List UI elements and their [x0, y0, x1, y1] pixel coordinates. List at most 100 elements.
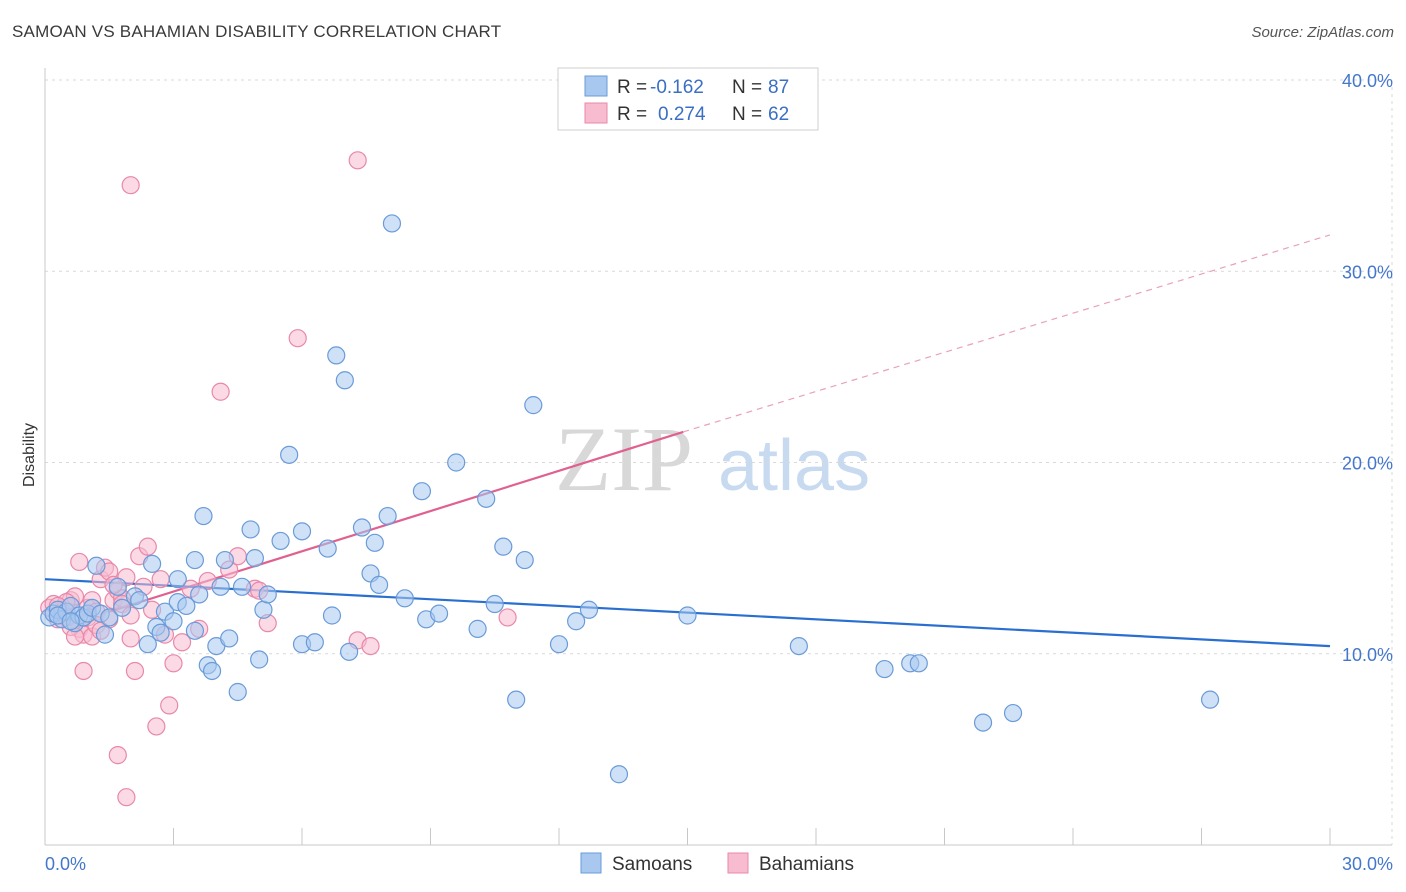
bahamians-point: [117, 788, 136, 807]
watermark-atlas: atlas: [718, 426, 870, 506]
samoans-point: [789, 636, 808, 656]
source-label: Source: ZipAtlas.com: [1251, 24, 1394, 41]
samoans-point: [327, 346, 346, 365]
samoans-point: [378, 506, 397, 526]
samoans-point: [168, 570, 187, 589]
legend-r-value-1: 0.274: [658, 104, 706, 125]
y-tick-label: 40.0%: [1342, 71, 1393, 91]
tick-labels: 10.0% 20.0% 30.0% 40.0% 0.0% 30.0%: [45, 71, 1393, 874]
samoans-point: [202, 661, 222, 681]
samoans-point: [164, 612, 183, 631]
samoans-point: [494, 537, 513, 556]
samoans-point: [875, 659, 894, 679]
samoans-point: [190, 585, 209, 604]
samoans-point: [524, 396, 543, 415]
bahamians-point: [164, 654, 183, 673]
legend-swatch-samoans: [584, 75, 608, 97]
legend-r-label-0: R =: [617, 77, 647, 98]
samoans-point: [271, 531, 290, 551]
samoans-point: [177, 596, 196, 616]
samoans-point: [468, 619, 487, 638]
samoans-point: [112, 598, 132, 617]
samoans-point: [447, 453, 466, 472]
y-tick-label: 30.0%: [1342, 262, 1393, 282]
legend-n-value-1: 62: [768, 104, 789, 125]
samoans-point: [130, 591, 149, 610]
samoans-point: [485, 594, 504, 614]
samoans-point: [142, 554, 162, 573]
samoans-point: [579, 600, 599, 619]
bahamians-point: [74, 661, 93, 681]
samoans-point: [250, 650, 269, 669]
bottom-legend-swatch-bahamians: [727, 852, 749, 874]
samoans-point: [352, 518, 372, 537]
legend-n-label-1: N =: [732, 104, 762, 125]
samoans-point: [280, 445, 299, 464]
samoans-point: [185, 550, 205, 570]
bahamians-point: [160, 696, 179, 715]
bahamians-point: [211, 382, 230, 401]
samoans-point: [241, 520, 260, 539]
samoans-point: [549, 635, 569, 654]
samoans-point: [909, 654, 928, 673]
bahamians-trend-extension: [683, 234, 1331, 433]
samoans-points: [40, 214, 1220, 784]
samoans-point: [215, 550, 234, 570]
legend-n-label-0: N =: [732, 77, 762, 98]
samoans-point: [100, 608, 119, 627]
bahamians-point: [138, 537, 157, 556]
samoans-point: [382, 214, 402, 233]
legend-swatch-bahamians: [584, 102, 608, 124]
legend-r-value-0: -0.162: [650, 77, 704, 98]
bahamians-point: [348, 151, 367, 170]
bottom-legend-label-samoans: Samoans: [612, 854, 692, 875]
samoans-point: [515, 550, 534, 570]
samoans-point: [365, 533, 384, 552]
samoans-point: [678, 606, 697, 625]
bahamians-point: [288, 329, 307, 348]
samoans-point: [1003, 703, 1023, 723]
bahamians-points: [40, 151, 517, 807]
legend-n-value-0: 87: [768, 77, 789, 98]
samoans-point: [609, 765, 629, 784]
y-tick-label: 10.0%: [1342, 645, 1393, 665]
bahamians-point: [361, 636, 380, 656]
samoans-point: [151, 623, 170, 642]
samoans-point: [228, 682, 247, 702]
bahamians-point: [498, 608, 517, 627]
samoans-point: [412, 482, 432, 501]
bahamians-point: [125, 661, 145, 681]
grid-lines: [45, 79, 1393, 845]
samoans-point: [211, 577, 230, 596]
samoans-point: [335, 371, 354, 390]
samoans-point: [95, 625, 115, 644]
samoans-point: [292, 522, 312, 541]
samoans-point: [395, 589, 414, 608]
samoans-point: [1200, 690, 1220, 709]
axes: [44, 68, 1392, 846]
samoans-point: [254, 600, 273, 619]
samoans-point: [429, 604, 449, 623]
bahamians-point: [172, 633, 192, 652]
bahamians-point: [151, 570, 170, 589]
samoans-point: [973, 713, 993, 732]
samoans-point: [138, 635, 157, 654]
legend-r-label-1: R =: [617, 104, 647, 125]
samoans-point: [232, 577, 252, 596]
x-tick-label: 0.0%: [45, 854, 86, 874]
samoans-point: [567, 612, 586, 631]
bottom-legend-swatch-samoans: [580, 852, 602, 874]
y-tick-label: 20.0%: [1342, 454, 1393, 474]
samoans-point: [305, 633, 324, 652]
watermark-zip: ZIP: [555, 408, 693, 510]
samoans-point: [507, 690, 526, 709]
samoans-point: [340, 642, 359, 661]
samoans-point: [245, 549, 264, 568]
chart-title: SAMOAN VS BAHAMIAN DISABILITY CORRELATIO…: [12, 22, 502, 41]
samoans-point: [185, 621, 205, 640]
samoans-point: [194, 506, 213, 526]
samoans-point: [322, 606, 342, 625]
samoans-point: [87, 556, 106, 575]
bottom-legend-label-bahamians: Bahamians: [759, 854, 854, 875]
